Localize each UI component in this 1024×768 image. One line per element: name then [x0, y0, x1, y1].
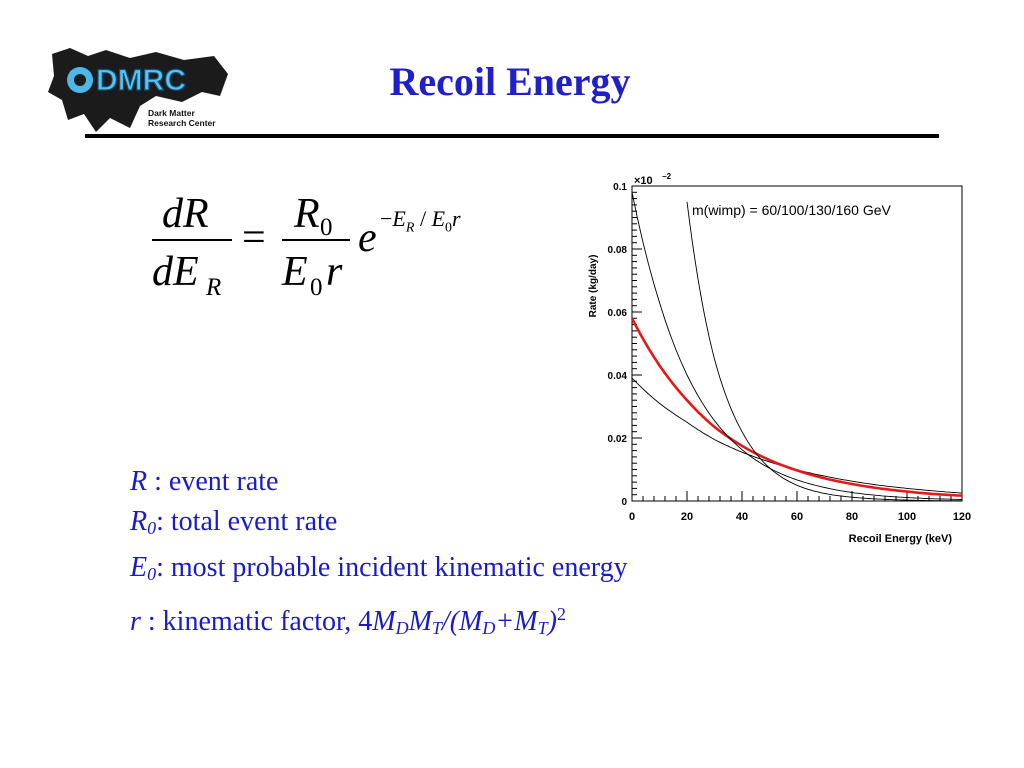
- y-tick-label: 0.06: [608, 308, 628, 319]
- series-line-3: [686, 201, 962, 502]
- exp-e0: E: [431, 206, 446, 231]
- series-line-2: [631, 192, 962, 500]
- logo-subtitle-line2: Research Center: [148, 118, 216, 128]
- logo-subtitle-line1: Dark Matter: [148, 108, 195, 118]
- series-line-1: [630, 317, 963, 497]
- exponent: −ER / E0r: [380, 206, 461, 236]
- title-divider: [85, 134, 939, 138]
- definition-item: R0: total event rate: [130, 502, 628, 548]
- formula-part: M: [459, 606, 483, 637]
- formula-part: M: [372, 606, 396, 637]
- x-tick-label: 0: [629, 511, 635, 523]
- x-tick-label: 20: [681, 511, 693, 523]
- formula-part: M: [514, 606, 538, 637]
- formula-part: +: [495, 606, 515, 637]
- lhs-denominator-sub: R: [206, 274, 222, 301]
- y-tick-label: 0.1: [613, 182, 627, 193]
- definition-sub: 0: [147, 564, 157, 584]
- formula-part: ): [547, 606, 557, 637]
- formula-exponent: 2: [556, 604, 566, 624]
- x-tick-label: 60: [791, 511, 803, 523]
- exp-r: r: [452, 206, 461, 231]
- recoil-energy-chart: 0 20 40 60 80 100 120 0 0.02 0.04 0.06 0.08 0.1 ×10 −2…: [578, 168, 988, 558]
- y-tick-label: 0.04: [608, 371, 628, 382]
- exp-e0-sub: 0: [445, 220, 453, 236]
- definition-text: : event rate: [147, 466, 279, 497]
- y-tick-label: 0.08: [608, 245, 628, 256]
- formula-part: M: [408, 606, 432, 637]
- equals-sign: =: [242, 215, 266, 261]
- y-axis-label: Rate (kg/day): [588, 255, 599, 318]
- definition-symbol: E: [130, 552, 148, 583]
- formula-part: T: [431, 618, 442, 638]
- legend-text: m(wimp) = 60/100/130/160 GeV: [692, 202, 891, 218]
- definition-item: r : kinematic factor, 4MDMT/(MD+MT)2: [130, 594, 628, 648]
- dmrc-logo: DMRC Dark Matter Research Center: [44, 44, 234, 136]
- variable-definitions: R : event rate R0: total event rate E0: …: [130, 462, 628, 648]
- rhs-numerator-sub: 0: [320, 214, 333, 241]
- definition-symbol: R: [130, 506, 148, 537]
- formula-part: D: [395, 618, 409, 638]
- logo-subtitle: Dark Matter Research Center: [148, 108, 216, 128]
- y-tick-label: 0.02: [608, 434, 628, 445]
- rhs-denominator-sub: 0: [310, 274, 323, 301]
- logo-graphic: DMRC: [48, 48, 228, 132]
- rate-equation: dR dE R = R 0 E 0 r e −ER / E0r: [148, 188, 528, 308]
- rhs-denominator-r: r: [326, 249, 343, 295]
- definition-item: R : event rate: [130, 462, 628, 502]
- exp-er-sub: R: [405, 220, 415, 236]
- chart-svg: 0 20 40 60 80 100 120 0 0.02 0.04 0.06 0.08 0.1 ×10 −2…: [588, 172, 971, 545]
- y-multiplier: ×10: [634, 175, 653, 187]
- exp-er: E: [392, 206, 406, 231]
- definition-sub: 0: [147, 518, 157, 538]
- plot-frame: [631, 185, 963, 502]
- rhs-denominator: E: [282, 249, 308, 295]
- slide-title: Recoil Energy: [389, 59, 631, 104]
- x-tick-label: 40: [736, 511, 748, 523]
- lhs-numerator: dR: [162, 191, 209, 237]
- y-tick-label: 0: [621, 497, 627, 508]
- y-multiplier-exponent: −2: [662, 172, 672, 181]
- rhs-fraction-bar: [282, 239, 350, 241]
- lhs-denominator: dE: [152, 249, 199, 295]
- definition-text: : kinematic factor, 4: [140, 606, 373, 637]
- definition-symbol: R: [130, 466, 148, 497]
- x-axis-label: Recoil Energy (keV): [849, 533, 953, 545]
- exponential-base: e: [358, 215, 377, 261]
- exp-minus: −: [380, 206, 393, 231]
- formula-part: T: [537, 618, 548, 638]
- x-tick-label: 120: [953, 511, 971, 523]
- definition-item: E0: most probable incident kinematic ene…: [130, 548, 628, 594]
- definition-text: : most probable incident kinematic energ…: [156, 552, 628, 583]
- definition-text: : total event rate: [156, 506, 338, 537]
- lhs-fraction-bar: [152, 239, 232, 241]
- definition-symbol: r: [130, 606, 141, 637]
- x-tick-label: 100: [898, 511, 916, 523]
- formula-part: D: [482, 618, 496, 638]
- exp-slash: /: [414, 206, 432, 231]
- rhs-numerator: R: [294, 191, 320, 237]
- formula-part: /(: [441, 606, 460, 637]
- logo-wordmark: DMRC: [96, 64, 186, 97]
- x-tick-label: 80: [846, 511, 858, 523]
